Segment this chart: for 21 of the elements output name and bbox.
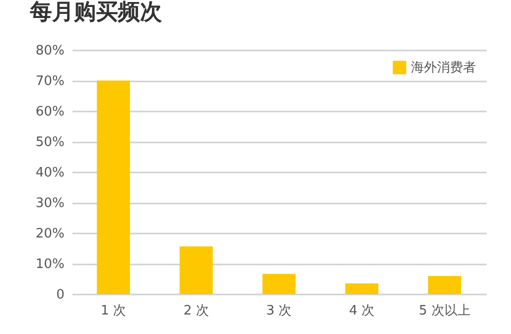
x-tick-label: 2 次 <box>183 304 209 318</box>
x-tick-label: 5 次以上 <box>418 304 470 318</box>
y-tick-label: 80% <box>36 44 64 58</box>
bar <box>345 283 378 294</box>
y-tick-label: 30% <box>36 196 64 211</box>
x-tick-label: 1 次 <box>100 304 126 318</box>
bar <box>180 246 213 294</box>
legend-label: 海外消费者 <box>411 60 476 76</box>
bar <box>262 274 296 294</box>
y-tick-label: 20% <box>36 226 64 242</box>
x-tick-label: 4 次 <box>349 304 375 318</box>
bar <box>96 80 130 294</box>
chart-title: 每月购买频次 <box>29 0 163 25</box>
x-tick-label: 3 次 <box>266 304 292 318</box>
y-tick-label: 0 <box>56 288 64 302</box>
y-tick-label: 60% <box>36 104 64 120</box>
y-tick-label: 10% <box>36 257 64 272</box>
bar <box>428 276 462 294</box>
y-tick-label: 40% <box>36 166 64 180</box>
y-tick-label: 70% <box>36 74 64 89</box>
y-tick-label: 50% <box>36 135 64 150</box>
